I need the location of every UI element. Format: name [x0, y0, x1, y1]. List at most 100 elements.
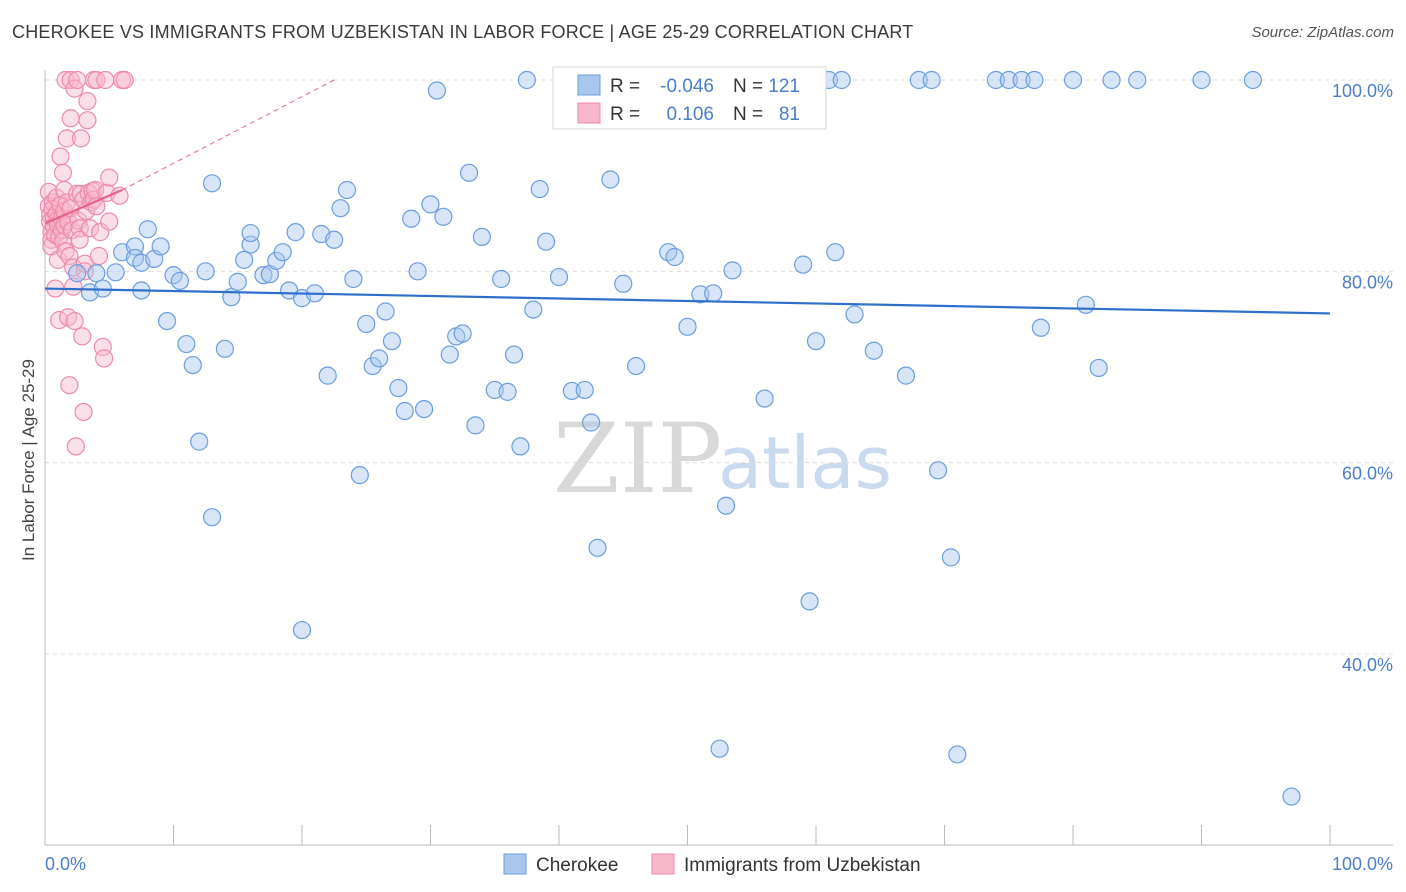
cherokee-point	[928, 461, 948, 480]
cherokee-point	[524, 300, 543, 319]
cherokee-point	[549, 267, 569, 287]
uzbekistan-point	[60, 376, 79, 395]
stats-uzbekistan-swatch	[577, 102, 601, 124]
cherokee-point	[228, 272, 247, 291]
uzbekistan-point	[70, 230, 89, 249]
cherokee-point	[704, 284, 723, 303]
cherokee-point	[986, 70, 1006, 90]
cherokee-point	[896, 366, 916, 385]
cherokee-point	[389, 378, 408, 398]
cherokee-point	[665, 247, 684, 267]
legend: Cherokee Immigrants from Uzbekistan	[503, 853, 921, 876]
cherokee-point	[177, 334, 196, 354]
y-tick-label-40: 40.0%	[1342, 655, 1393, 675]
cherokee-point	[948, 745, 967, 764]
cherokee-point	[1025, 70, 1044, 90]
uzbekistan-point	[60, 246, 79, 266]
uzbekistan-point	[96, 70, 115, 90]
uzbekistan-point	[61, 70, 80, 90]
cherokee-point	[318, 366, 337, 385]
cherokee-point	[614, 274, 633, 293]
cherokee-point	[1076, 295, 1095, 314]
stats-cherokee-r-value: -0.046	[660, 76, 714, 97]
cherokee-point	[1128, 70, 1147, 90]
uzbekistan-point	[74, 402, 93, 422]
cherokee-point	[459, 163, 479, 182]
uzbekistan-point	[115, 70, 134, 90]
grid: 40.0% 60.0% 80.0% 100.0%	[45, 79, 1393, 675]
uzbekistan-point	[86, 180, 105, 200]
x-tick-label-max: 100.0%	[1332, 854, 1393, 874]
cherokee-point	[183, 355, 202, 375]
uzbekistan-point	[65, 311, 84, 331]
cherokee-point	[832, 70, 851, 90]
cherokee-point	[999, 70, 1018, 90]
cherokee-point	[723, 261, 742, 280]
uzbekistan-point	[93, 337, 112, 357]
cherokee-point	[273, 243, 292, 262]
axes: 0.0% 100.0%	[44, 70, 1393, 874]
uzbekistan-point	[64, 277, 83, 296]
cherokee-point	[138, 220, 157, 239]
stats-uzbekistan-n-label: N =	[733, 104, 763, 125]
uzbekistan-point	[53, 163, 73, 182]
uzbekistan-point	[91, 223, 110, 242]
uzbekistan-point	[100, 168, 119, 187]
y-tick-label-80: 80.0%	[1342, 272, 1393, 292]
x-tick-label-min: 0.0%	[45, 854, 86, 874]
cherokee-point	[408, 262, 427, 281]
cherokee-point	[382, 332, 402, 351]
cherokee-point	[511, 437, 530, 456]
legend-uzbekistan-label: Immigrants from Uzbekistan	[684, 855, 921, 876]
cherokee-point	[582, 413, 601, 432]
cherokee-point	[350, 466, 369, 485]
cherokee-point	[601, 170, 620, 189]
uzbekistan-point	[66, 437, 85, 456]
cherokee-point	[517, 70, 536, 90]
cherokee-point	[941, 548, 961, 567]
legend-cherokee-swatch	[503, 853, 527, 875]
uzbekistan-point	[51, 147, 70, 166]
cherokee-point	[710, 739, 729, 758]
source-label: Source: ZipAtlas.com	[1251, 24, 1394, 41]
cherokee-point	[87, 264, 106, 283]
cherokee-point	[453, 324, 472, 343]
y-axis-label: In Labor Force | Age 25-29	[19, 359, 38, 561]
cherokee-point	[1089, 358, 1108, 378]
watermark-zip: ZIP	[553, 403, 722, 515]
cherokee-trend-line	[44, 287, 1331, 315]
cherokee-point	[466, 416, 485, 435]
cherokee-point	[402, 209, 421, 228]
cherokee-point	[575, 380, 594, 400]
uzbekistan-point	[68, 70, 87, 90]
uzbekistan-point	[89, 246, 109, 266]
cherokee-point	[421, 195, 440, 214]
uzbekistan-point	[80, 219, 100, 238]
cherokee-point	[1063, 70, 1083, 90]
cherokee-point	[626, 356, 646, 376]
cherokee-point	[498, 382, 517, 401]
uzbekistan-point	[95, 349, 114, 368]
cherokee-point	[492, 269, 511, 289]
series-uzbekistan-points	[39, 70, 134, 456]
cherokee-point	[331, 199, 350, 218]
stats-uzbekistan-n-value: 81	[779, 104, 800, 125]
legend-cherokee-label: Cherokee	[536, 855, 618, 876]
cherokee-point	[864, 341, 883, 360]
cherokee-point	[292, 620, 312, 640]
cherokee-point	[909, 70, 928, 90]
uzbekistan-point	[71, 129, 91, 148]
cherokee-point	[395, 401, 414, 421]
cherokee-point	[68, 264, 87, 283]
cherokee-point	[1282, 787, 1301, 806]
cherokee-point	[530, 179, 549, 199]
cherokee-point	[357, 314, 376, 334]
cherokee-point	[196, 262, 215, 281]
cherokee-point	[151, 237, 170, 256]
cherokee-point	[691, 285, 710, 304]
cherokee-point	[806, 332, 826, 351]
uzbekistan-point	[78, 91, 97, 111]
uzbekistan-point	[61, 109, 80, 128]
stats-cherokee-swatch	[577, 74, 601, 96]
stats-uzbekistan-r-label: R =	[610, 104, 640, 125]
